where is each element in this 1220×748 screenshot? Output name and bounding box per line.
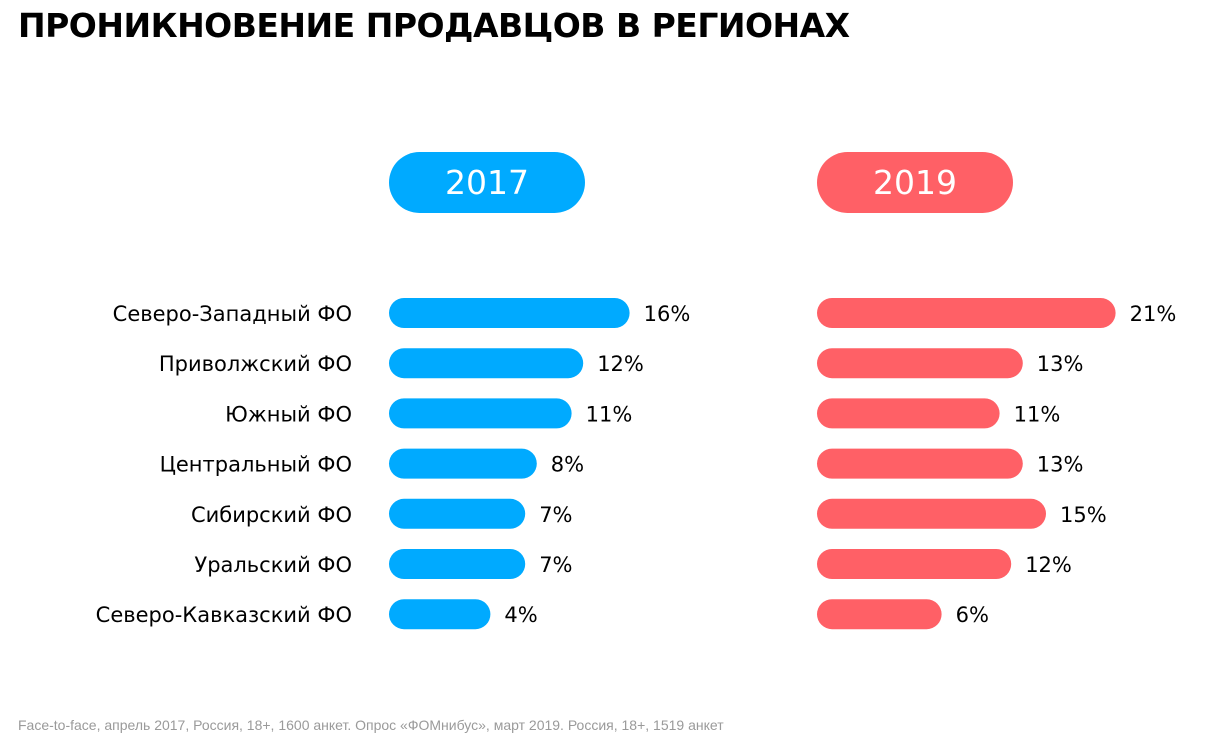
category-label: Уральский ФО <box>194 553 352 577</box>
bar-2019 <box>817 549 1012 579</box>
value-label-2019: 11% <box>1014 402 1061 426</box>
bar-2017 <box>389 448 537 479</box>
category-label: Южный ФО <box>225 402 352 426</box>
value-label-2019: 12% <box>1025 553 1072 577</box>
value-label-2017: 12% <box>597 352 644 376</box>
bar-2017 <box>389 498 526 529</box>
category-label: Центральный ФО <box>160 453 352 477</box>
category-label: Приволжский ФО <box>159 352 352 376</box>
bar-2019 <box>817 398 1000 429</box>
category-label: Сибирский ФО <box>191 503 352 527</box>
bar-2019 <box>817 298 1116 328</box>
bar-2019 <box>817 599 942 630</box>
bar-2017 <box>389 549 526 579</box>
bar-2017 <box>389 298 630 328</box>
bar-2017 <box>389 599 491 630</box>
value-label-2017: 7% <box>539 503 572 527</box>
source-note: Face-to-face, апрель 2017, Россия, 18+, … <box>18 717 724 733</box>
category-label: Северо-Кавказский ФО <box>96 603 352 627</box>
year-pill-2019: 2019 <box>817 152 1013 213</box>
bar-2019 <box>817 348 1023 379</box>
value-label-2019: 21% <box>1130 302 1177 326</box>
year-pill-2017: 2017 <box>389 152 585 213</box>
bar-2019 <box>817 498 1046 529</box>
value-label-2017: 4% <box>504 603 537 627</box>
value-label-2017: 16% <box>644 302 691 326</box>
value-label-2019: 6% <box>956 603 989 627</box>
category-label: Северо-Западный ФО <box>113 302 352 326</box>
value-label-2019: 15% <box>1060 503 1107 527</box>
value-label-2019: 13% <box>1037 352 1084 376</box>
value-label-2019: 13% <box>1037 453 1084 477</box>
page-title: ПРОНИКНОВЕНИЕ ПРОДАВЦОВ В РЕГИОНАХ <box>18 6 850 45</box>
bar-2019 <box>817 448 1023 479</box>
value-label-2017: 11% <box>586 402 633 426</box>
bar-2017 <box>389 398 572 429</box>
bar-2017 <box>389 348 584 379</box>
value-label-2017: 7% <box>539 553 572 577</box>
value-label-2017: 8% <box>551 453 584 477</box>
bar-chart: Северо-Западный ФО Приволжский ФО Южный ФО… <box>96 298 1177 630</box>
